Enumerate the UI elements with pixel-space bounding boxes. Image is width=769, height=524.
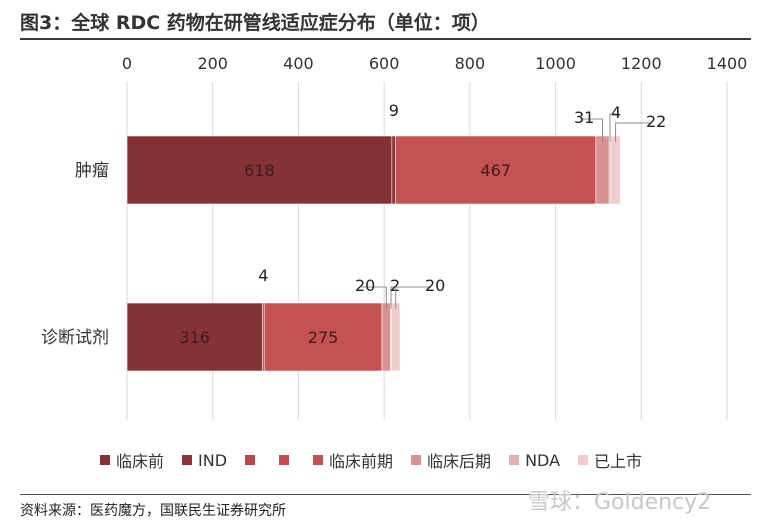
legend-swatch (509, 455, 520, 465)
data-label: 4 (611, 103, 621, 122)
data-label: 9 (389, 101, 399, 120)
chart-legend: 临床前 IND 临床前期 临床后期 NDA 已上市 (100, 448, 740, 472)
source-note: 资料来源：医药魔方，国联民生证券研究所 (20, 503, 286, 519)
legend-label: 临床前期 (329, 452, 394, 471)
bar-segment (263, 302, 383, 372)
x-tick-label: 1000 (535, 54, 576, 73)
bar-segment (610, 135, 621, 205)
watermark: 雪球：Goldency2 (528, 490, 712, 515)
data-label: 4 (258, 266, 268, 285)
legend-item: IND (182, 451, 227, 470)
data-label: 22 (646, 112, 666, 131)
legend-item: 临床前期 (313, 448, 393, 472)
title-rule (20, 38, 751, 40)
data-label: 20 (355, 276, 375, 295)
leader-line (615, 122, 652, 142)
data-label: 31 (574, 108, 594, 127)
bar-segment (126, 302, 263, 372)
legend-swatch (411, 455, 422, 465)
legend-label: 临床后期 (427, 452, 492, 471)
source-rule (20, 494, 751, 495)
bar-segment (381, 302, 391, 372)
leader-line (361, 286, 387, 309)
legend-swatch (100, 455, 110, 465)
x-tick-label: 0 (122, 54, 132, 73)
data-label: 2 (390, 276, 400, 295)
data-label: 467 (481, 161, 512, 180)
x-tick-label: 800 (455, 54, 486, 73)
legend-swatch (182, 455, 193, 465)
legend-item: 临床前 (100, 448, 164, 472)
x-tick-label: 200 (197, 54, 228, 73)
category-label: 肿瘤 (75, 161, 109, 181)
legend-item (245, 455, 261, 465)
legend-item: NDA (509, 451, 560, 470)
leader-line (580, 118, 603, 142)
data-label: 275 (308, 328, 339, 347)
legend-swatch (279, 455, 290, 465)
data-label: 618 (244, 161, 275, 180)
x-tick-label: 1200 (621, 54, 662, 73)
legend-swatch (245, 455, 256, 465)
legend-item: 已上市 (578, 448, 642, 472)
bar-segment (395, 135, 597, 205)
bar-segment (391, 135, 397, 205)
category-label: 诊断试剂 (41, 328, 109, 348)
leader-line (390, 286, 396, 309)
legend-swatch (313, 455, 324, 465)
legend-label: IND (198, 450, 228, 470)
chart-title: 图3：全球 RDC 药物在研管线适应症分布（单位：项） (20, 12, 490, 34)
leader-line (395, 286, 431, 309)
legend-label: 已上市 (594, 452, 643, 471)
data-label: 20 (425, 276, 445, 295)
x-tick-label: 600 (369, 54, 400, 73)
legend-item (279, 455, 295, 465)
data-label: 316 (179, 328, 210, 347)
legend-label: NDA (525, 450, 561, 470)
x-tick-label: 1400 (707, 54, 748, 73)
x-tick-label: 400 (283, 54, 314, 73)
leader-line (609, 113, 617, 142)
bar-segment (126, 135, 393, 205)
legend-item: 临床后期 (411, 448, 491, 472)
legend-label: 临床前 (116, 452, 165, 471)
legend-swatch (578, 455, 589, 465)
bar-segment (391, 302, 401, 372)
bar-segment (595, 135, 610, 205)
